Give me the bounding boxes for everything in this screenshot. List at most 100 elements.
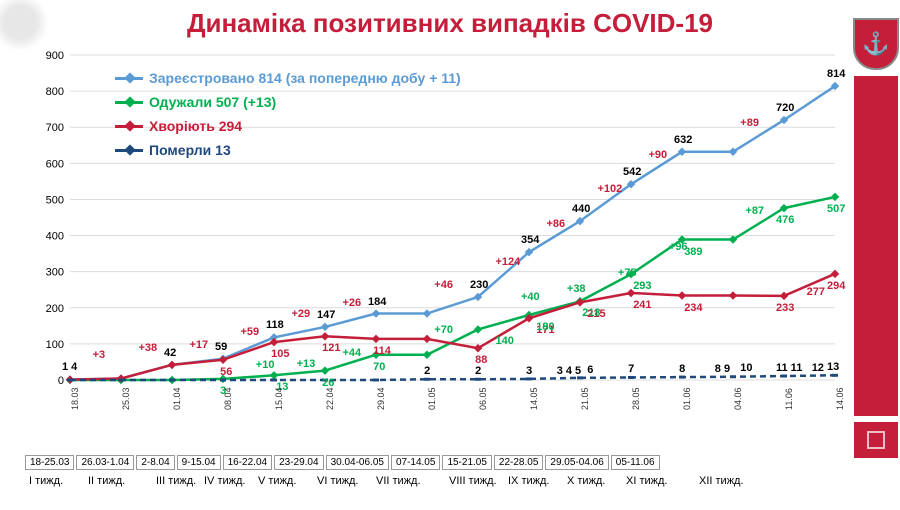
svg-text:600: 600 — [46, 158, 64, 170]
x-tick-label: 29.04 — [376, 387, 386, 410]
week-label: XI тижд. — [622, 475, 693, 487]
data-point-label: +44 — [343, 347, 362, 359]
legend-label-registered: Зареєстровано 814 (за попередню добу + 1… — [149, 70, 461, 86]
page-title: Динаміка позитивних випадків COVID-19 — [0, 0, 900, 43]
week-label: ІІІ тижд. — [152, 475, 198, 487]
data-point-label: +40 — [521, 291, 540, 303]
x-tick-label: 21.05 — [580, 387, 590, 410]
legend-label-sick: Хворіють 294 — [149, 118, 242, 134]
data-point-label: 440 — [572, 203, 590, 215]
data-point-label: 118 — [266, 319, 284, 331]
week-label: IV тижд. — [200, 475, 252, 487]
data-point-label: 632 — [674, 134, 692, 146]
data-point-label: 294 — [827, 280, 845, 292]
x-tick-label: 14.06 — [835, 387, 845, 410]
data-point-label: 8 9 — [715, 363, 730, 375]
right-sidebar: ⚓ — [852, 0, 900, 510]
week-label: VIII тижд. — [445, 475, 502, 487]
coat-of-arms-icon: ⚓ — [853, 18, 899, 70]
x-tick-label: 28.05 — [631, 387, 641, 410]
week-label: VI тижд. — [313, 475, 370, 487]
week-range-box: 30.04-06.05 — [326, 455, 389, 470]
x-tick-label: 01.04 — [172, 387, 182, 410]
week-range-box: 2-8.04 — [136, 455, 174, 470]
week-ranges: 18-25.0326.03-1.042-8.049-15.0416-22.042… — [25, 455, 845, 470]
data-point-label: +124 — [496, 256, 521, 268]
data-point-label: +38 — [567, 283, 586, 295]
legend-sick: Хворіють 294 — [115, 118, 461, 134]
data-point-label: +70 — [434, 324, 453, 336]
data-point-label: +38 — [139, 342, 158, 354]
data-point-label: 1 4 — [62, 361, 77, 373]
data-point-label: +17 — [190, 339, 209, 351]
data-point-label: 2 — [475, 365, 481, 377]
legend-marker-died — [115, 149, 143, 152]
svg-text:300: 300 — [46, 267, 64, 279]
x-tick-label: 06.05 — [478, 387, 488, 410]
svg-text:500: 500 — [46, 194, 64, 206]
data-point-label: +46 — [434, 279, 453, 291]
data-point-label: 56 — [220, 366, 232, 378]
data-point-label: 476 — [776, 214, 794, 226]
data-point-label: +3 — [93, 349, 106, 361]
week-label: V тижд. — [254, 475, 311, 487]
week-range-box: 07-14.05 — [391, 455, 440, 470]
data-point-label: +87 — [745, 205, 764, 217]
x-tick-label: 18.03 — [70, 387, 80, 410]
data-point-label: 59 — [215, 341, 227, 353]
week-range-box: 05-11.06 — [611, 455, 660, 470]
svg-text:700: 700 — [46, 122, 64, 134]
data-point-label: 241 — [633, 299, 651, 311]
svg-text:100: 100 — [46, 339, 64, 351]
square-icon — [867, 431, 885, 449]
legend-label-recovered: Одужали 507 (+13) — [149, 94, 276, 110]
data-point-label: +75 — [618, 267, 637, 279]
data-point-label: 42 — [164, 347, 176, 359]
x-tick-label: 22.04 — [325, 387, 335, 410]
x-tick-label: 01.06 — [682, 387, 692, 410]
legend-marker-registered — [115, 77, 143, 80]
svg-text:0: 0 — [58, 375, 64, 387]
svg-text:200: 200 — [46, 303, 64, 315]
data-point-label: +59 — [241, 326, 260, 338]
week-range-box: 29.05-04.06 — [545, 455, 608, 470]
data-point-label: 3 4 5 — [557, 365, 581, 377]
data-point-label: 105 — [271, 348, 289, 360]
legend-recovered: Одужали 507 (+13) — [115, 94, 461, 110]
data-point-label: 8 — [679, 363, 685, 375]
legend-marker-recovered — [115, 101, 143, 104]
data-point-label: 230 — [470, 279, 488, 291]
data-point-label: 3 — [526, 365, 532, 377]
data-point-label: 11 11 — [776, 362, 802, 374]
week-label: ІІ тижд. — [84, 475, 150, 487]
data-point-label: 720 — [776, 102, 794, 114]
data-point-label: +26 — [343, 297, 362, 309]
data-point-label: 277 — [807, 286, 825, 298]
legend-registered: Зареєстровано 814 (за попередню добу + 1… — [115, 70, 461, 86]
data-point-label: 293 — [633, 280, 651, 292]
week-label: XII тижд. — [695, 475, 752, 487]
data-point-label: 2 — [424, 365, 430, 377]
week-range-box: 22-28.05 — [494, 455, 543, 470]
data-point-label: 542 — [623, 166, 641, 178]
data-point-label: +13 — [297, 358, 316, 370]
x-tick-label: 25.03 — [121, 387, 131, 410]
data-point-label: +29 — [292, 308, 311, 320]
week-labels: І тижд.ІІ тижд.ІІІ тижд.IV тижд.V тижд.V… — [25, 475, 845, 487]
x-tick-label: 08.04 — [223, 387, 233, 410]
x-tick-label: 04.06 — [733, 387, 743, 410]
data-point-label: 7 — [628, 363, 634, 375]
x-tick-label: 15.04 — [274, 387, 284, 410]
week-label: VII тижд. — [372, 475, 443, 487]
week-range-box: 18-25.03 — [25, 455, 74, 470]
data-point-label: 147 — [317, 309, 335, 321]
data-point-label: 180 — [536, 321, 554, 333]
chart: 0100200300400500600700800900 Зареєстрова… — [40, 50, 840, 440]
week-range-box: 23-29.04 — [274, 455, 323, 470]
legend: Зареєстровано 814 (за попередню добу + 1… — [115, 70, 461, 166]
data-point-label: 233 — [776, 302, 794, 314]
data-point-label: 12 — [812, 362, 824, 374]
red-square-button[interactable] — [854, 422, 898, 458]
x-tick-label: 01.05 — [427, 387, 437, 410]
legend-marker-sick — [115, 125, 143, 128]
